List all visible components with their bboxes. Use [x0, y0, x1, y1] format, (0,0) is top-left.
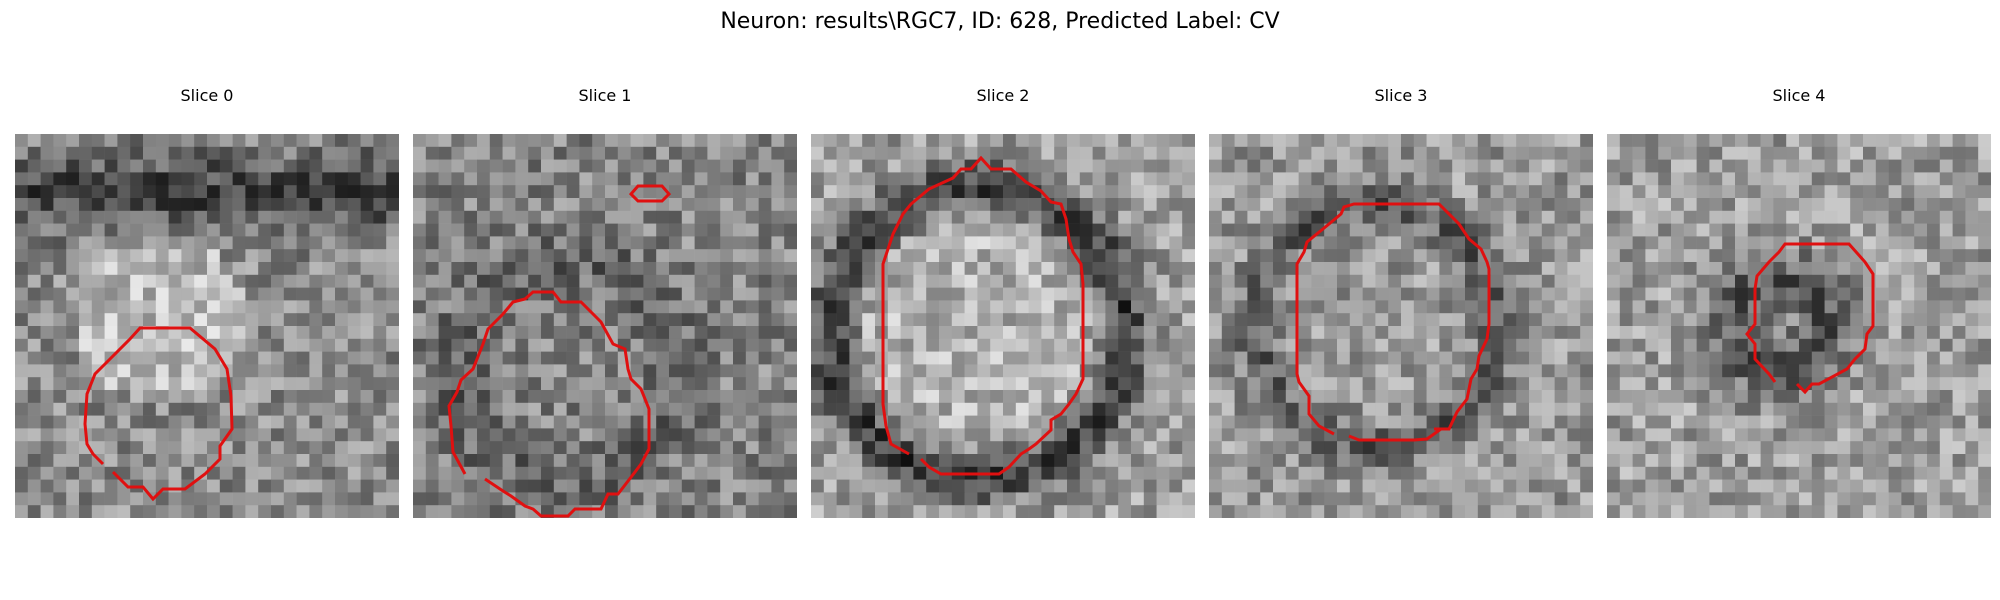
- slice-image-4: [1607, 134, 1991, 518]
- slice-image-3: [1209, 134, 1593, 518]
- pixel-grid: [413, 134, 797, 518]
- segmentation-contour: [83, 326, 234, 502]
- segmentation-contour: [1295, 202, 1491, 442]
- slice-title-0: Slice 0: [180, 86, 234, 105]
- figure-title: Neuron: results\RGC7, ID: 628, Predicted…: [720, 9, 1280, 34]
- pixel-grid: [1209, 134, 1593, 518]
- slice-title-1: Slice 1: [578, 86, 632, 105]
- pixel-grid: [811, 134, 1195, 518]
- slice-image-0: [15, 134, 399, 518]
- slice-image-2: [811, 134, 1195, 518]
- segmentation-contour: [881, 155, 1085, 476]
- slice-title-4: Slice 4: [1772, 86, 1826, 105]
- segmentation-contour: [1745, 242, 1875, 395]
- segmentation-contour-small: [628, 184, 672, 203]
- slice-image-1: [413, 134, 797, 518]
- pixel-grid: [15, 134, 399, 518]
- segmentation-contour: [447, 290, 651, 518]
- slice-title-2: Slice 2: [976, 86, 1030, 105]
- pixel-grid: [1607, 134, 1991, 518]
- slice-title-3: Slice 3: [1374, 86, 1428, 105]
